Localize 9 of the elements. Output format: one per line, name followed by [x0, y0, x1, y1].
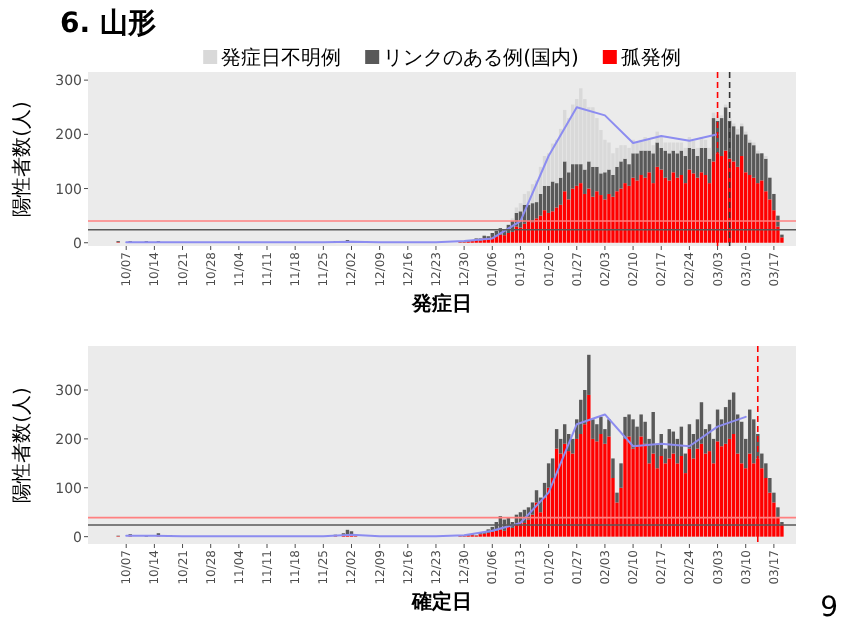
text: 9 [820, 592, 838, 624]
legend-label: 孤発例 [620, 46, 681, 70]
y-axis-title: 陽性者数(人) [10, 101, 34, 217]
x-axis-title: 確定日 [410, 590, 472, 614]
x-axis-title: 発症日 [410, 292, 472, 316]
y-axis-title: 陽性者数(人) [10, 387, 34, 503]
legend-label: 発症日不明例 [221, 46, 342, 70]
chart-title: 6. 山形 [60, 8, 156, 40]
legend-label: リンクのある例(国内) [383, 46, 579, 70]
